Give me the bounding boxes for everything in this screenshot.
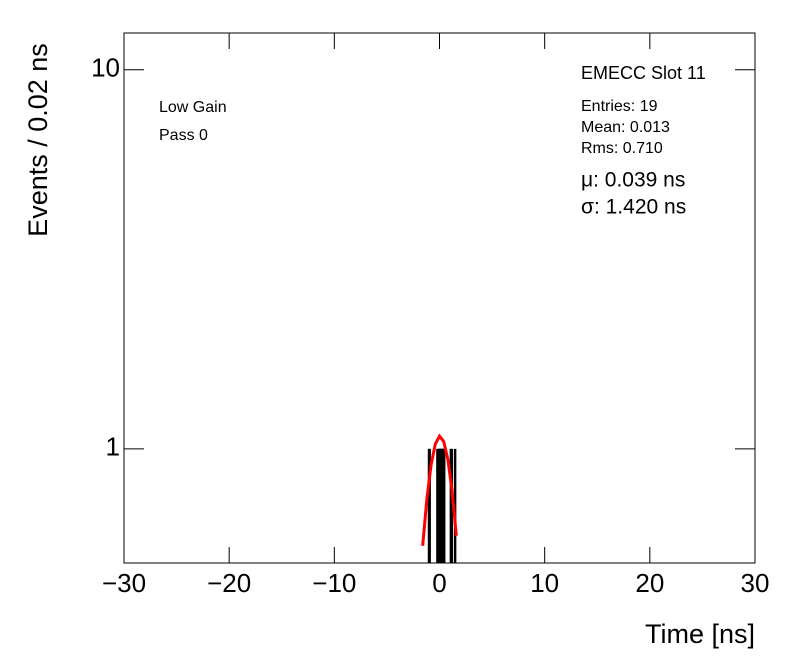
y-tick-label: 1: [106, 432, 120, 462]
y-tick-label: 10: [91, 53, 120, 83]
annotation: Entries: 19: [581, 98, 658, 115]
x-tick-label: 20: [635, 568, 664, 598]
x-tick-label: 0: [432, 568, 446, 598]
x-tick-label: 30: [741, 568, 770, 598]
annotation: Mean: 0.013: [581, 119, 670, 136]
annotation: Low Gain: [159, 99, 227, 116]
histogram-bar: [453, 448, 457, 563]
annotation: Rms: 0.710: [581, 140, 663, 157]
fit-curve: [421, 433, 458, 546]
annotation: EMECC Slot 11: [581, 63, 706, 83]
x-tick-label: −30: [102, 568, 146, 598]
annotation: σ: 1.420 ns: [581, 196, 686, 219]
histogram-bar: [428, 448, 431, 563]
y-axis-title: Events / 0.02 ns: [23, 43, 53, 237]
x-tick-label: −10: [312, 568, 356, 598]
histogram-bar: [450, 448, 453, 563]
x-tick-label: 10: [530, 568, 559, 598]
x-tick-label: −20: [207, 568, 251, 598]
x-axis-title: Time [ns]: [645, 619, 755, 649]
annotation: μ: 0.039 ns: [581, 169, 685, 192]
annotation: Pass 0: [159, 127, 208, 144]
histogram-bar: [442, 448, 446, 563]
